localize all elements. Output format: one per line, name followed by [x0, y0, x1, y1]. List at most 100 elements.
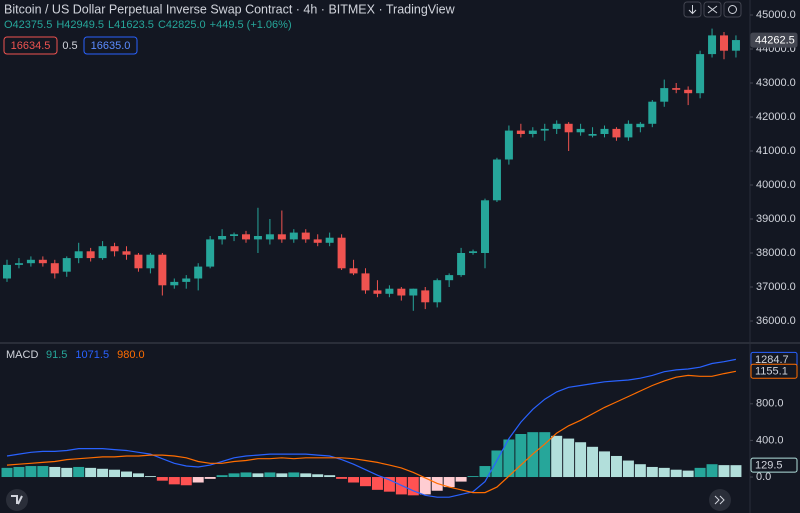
candle-body [265, 234, 274, 240]
histogram-bar [383, 477, 395, 492]
candle-body [708, 35, 717, 55]
histogram-bar [300, 473, 312, 478]
scroll-button[interactable] [709, 489, 731, 511]
candle-body [289, 232, 298, 240]
scroll-badge[interactable] [709, 489, 731, 511]
histogram-bar [551, 435, 563, 478]
candle-body [421, 290, 430, 303]
candle-body [86, 251, 95, 259]
candle-body [433, 280, 442, 303]
candle-body [218, 235, 227, 240]
scroll-icon [714, 495, 725, 505]
candle-body [672, 88, 681, 90]
candle-body [481, 200, 489, 253]
candle-body [313, 239, 322, 243]
y-tick-label: 41000.0 [756, 145, 796, 157]
histogram-bar [455, 477, 467, 482]
refresh-button[interactable] [723, 1, 742, 18]
close-button[interactable] [703, 1, 722, 18]
histogram-bar [192, 477, 204, 483]
histogram-bar [156, 477, 168, 481]
candle-body [600, 128, 609, 134]
candle-body [134, 254, 143, 269]
histogram-bar [276, 473, 288, 478]
candle-body [516, 130, 525, 134]
histogram-bar [228, 473, 240, 478]
histogram-bar [240, 472, 252, 478]
histogram-bar [587, 446, 599, 478]
candle-body [182, 278, 191, 282]
y-tick-label: 800.0 [756, 398, 784, 410]
y-tick-label: 0.0 [756, 471, 771, 483]
histogram-bar [73, 466, 85, 478]
histogram-bar [706, 464, 718, 478]
candle-body [110, 246, 119, 252]
ohlc-value: L41623.5 [108, 19, 154, 31]
histogram-bar [264, 472, 276, 478]
histogram-bar [443, 477, 455, 488]
histogram-bar [144, 476, 156, 478]
histogram-bar [360, 477, 371, 487]
candle-body [576, 128, 585, 133]
y-tick-label: 40000.0 [756, 179, 796, 191]
candle-body [277, 234, 286, 240]
macd-line [6, 358, 737, 498]
candle-body [469, 251, 478, 253]
histogram-bar [670, 469, 682, 478]
macd-line [6, 370, 737, 494]
candle-body [492, 159, 501, 201]
histogram-bar [503, 439, 515, 478]
chart-title: Bitcoin / US Dollar Perpetual Inverse Sw… [4, 2, 456, 16]
candle-body [731, 40, 740, 51]
histogram-bar [634, 464, 646, 478]
price-tag-label: 1155.1 [755, 366, 788, 378]
histogram-bar [85, 467, 97, 478]
price-tag-label: 1284.7 [755, 354, 789, 366]
histogram-bar [348, 477, 360, 483]
histogram-bar [730, 465, 742, 478]
histogram-bar [515, 433, 527, 478]
candle-body [74, 251, 83, 259]
histogram-bar [718, 465, 730, 478]
refresh-icon [728, 5, 737, 14]
histogram-bar [109, 469, 121, 478]
histogram-bar [407, 477, 419, 496]
spread: 0.5 [62, 40, 77, 52]
candle-body [349, 268, 358, 274]
logo-mark [11, 495, 23, 505]
candle-body [253, 235, 262, 240]
ask-box [83, 36, 138, 55]
candle-body [445, 275, 454, 281]
histogram-bar [575, 442, 587, 478]
histogram-bar [180, 477, 192, 486]
histogram-bar [658, 467, 670, 478]
quote-boxes: 16634.5 0.5 16635.0 [3, 36, 138, 55]
histogram-bar [97, 468, 109, 478]
price-tag [750, 32, 798, 48]
candle-body [62, 258, 71, 272]
close-icon [707, 5, 718, 14]
candle-body [98, 246, 107, 259]
candle-body [588, 133, 597, 136]
price-tag [750, 457, 798, 473]
histogram-bar [121, 471, 132, 478]
candle-body [242, 234, 250, 240]
histogram-bar [336, 477, 348, 479]
histogram-bar [216, 475, 228, 478]
candle-body [122, 251, 131, 255]
y-tick-label: 42000.0 [756, 111, 796, 123]
histogram-bar [13, 466, 25, 478]
down-button[interactable] [683, 1, 702, 18]
histogram-bar [132, 473, 144, 478]
ask: 16635.0 [91, 40, 131, 52]
y-tick-label: 37000.0 [756, 281, 796, 293]
candle-body [409, 288, 418, 296]
histogram-bar [539, 432, 551, 478]
histogram-bar [37, 466, 49, 478]
y-tick-label: 38000.0 [756, 247, 796, 259]
candle-body [206, 239, 215, 267]
candle-body [612, 128, 621, 138]
candle-body [361, 273, 370, 291]
histogram-bar [694, 467, 706, 478]
